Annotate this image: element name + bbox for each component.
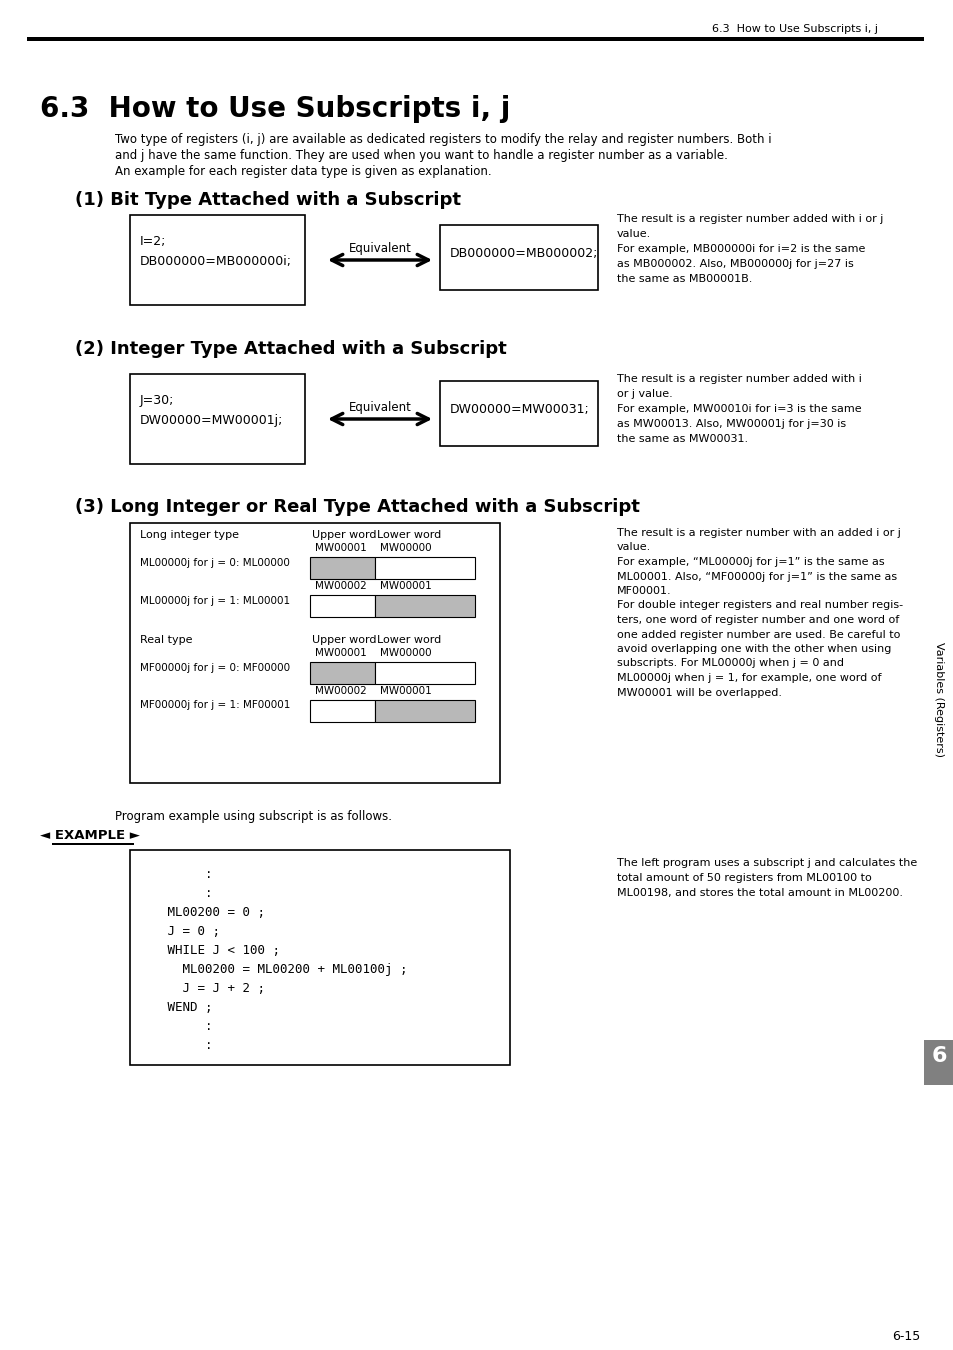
Text: Program example using subscript is as follows.: Program example using subscript is as fo… xyxy=(115,810,392,824)
Text: Two type of registers (i, j) are available as dedicated registers to modify the : Two type of registers (i, j) are availab… xyxy=(115,134,771,146)
Text: The result is a register number added with i or j: The result is a register number added wi… xyxy=(617,215,882,224)
Text: MW00001: MW00001 xyxy=(379,686,432,697)
Bar xyxy=(130,522,499,783)
Bar xyxy=(375,701,475,722)
Text: For example, MW00010i for i=3 is the same: For example, MW00010i for i=3 is the sam… xyxy=(617,404,861,414)
Text: ML00198, and stores the total amount in ML00200.: ML00198, and stores the total amount in … xyxy=(617,888,902,898)
Text: MW00001: MW00001 xyxy=(379,580,432,591)
Text: :: : xyxy=(145,887,213,900)
Text: 6-15: 6-15 xyxy=(891,1330,919,1343)
Text: Upper word: Upper word xyxy=(312,634,376,645)
Text: ◄ EXAMPLE ►: ◄ EXAMPLE ► xyxy=(40,829,140,842)
Text: Real type: Real type xyxy=(140,634,193,645)
Text: Variables (Registers): Variables (Registers) xyxy=(933,643,943,757)
Text: (3) Long Integer or Real Type Attached with a Subscript: (3) Long Integer or Real Type Attached w… xyxy=(75,498,639,516)
Text: as MW00013. Also, MW00001j for j=30 is: as MW00013. Also, MW00001j for j=30 is xyxy=(617,418,845,429)
Text: :: : xyxy=(145,1021,213,1033)
Text: MW00000: MW00000 xyxy=(379,543,431,554)
Bar xyxy=(52,842,133,845)
Text: Equivalent: Equivalent xyxy=(348,401,411,414)
Text: (1) Bit Type Attached with a Subscript: (1) Bit Type Attached with a Subscript xyxy=(75,190,460,209)
Bar xyxy=(375,558,475,579)
Text: MW00001 will be overlapped.: MW00001 will be overlapped. xyxy=(617,687,781,698)
Text: For double integer registers and real number regis-: For double integer registers and real nu… xyxy=(617,601,902,610)
Bar xyxy=(130,374,305,464)
Text: The result is a register number with an added i or j: The result is a register number with an … xyxy=(617,528,900,539)
Text: MW00001: MW00001 xyxy=(314,543,366,554)
Text: ML00000j when j = 1, for example, one word of: ML00000j when j = 1, for example, one wo… xyxy=(617,674,881,683)
Bar xyxy=(310,662,375,684)
Text: The result is a register number added with i: The result is a register number added wi… xyxy=(617,374,861,383)
Text: the same as MB00001B.: the same as MB00001B. xyxy=(617,274,752,284)
Text: one added register number are used. Be careful to: one added register number are used. Be c… xyxy=(617,629,900,640)
Bar xyxy=(310,701,375,722)
Text: I=2;: I=2; xyxy=(140,235,166,248)
Text: For example, “ML00000j for j=1” is the same as: For example, “ML00000j for j=1” is the s… xyxy=(617,558,883,567)
Text: avoid overlapping one with the other when using: avoid overlapping one with the other whe… xyxy=(617,644,890,653)
Text: 6: 6 xyxy=(930,1046,945,1066)
Text: or j value.: or j value. xyxy=(617,389,672,400)
Text: J = J + 2 ;: J = J + 2 ; xyxy=(145,981,265,995)
Text: value.: value. xyxy=(617,230,651,239)
Bar xyxy=(130,215,305,305)
Bar xyxy=(310,595,375,617)
Text: Lower word: Lower word xyxy=(376,634,441,645)
Text: For example, MB000000i for i=2 is the same: For example, MB000000i for i=2 is the sa… xyxy=(617,244,864,254)
Text: MW00002: MW00002 xyxy=(314,686,366,697)
Text: and j have the same function. They are used when you want to handle a register n: and j have the same function. They are u… xyxy=(115,148,727,162)
Bar xyxy=(923,1040,953,1085)
Text: WEND ;: WEND ; xyxy=(145,1000,213,1014)
Bar xyxy=(375,595,475,617)
Text: J = 0 ;: J = 0 ; xyxy=(145,925,220,938)
Text: Upper word: Upper word xyxy=(312,531,376,540)
Text: WHILE J < 100 ;: WHILE J < 100 ; xyxy=(145,944,280,957)
Text: 6.3  How to Use Subscripts i, j: 6.3 How to Use Subscripts i, j xyxy=(40,95,510,123)
Text: ML00200 = ML00200 + ML00100j ;: ML00200 = ML00200 + ML00100j ; xyxy=(145,963,407,976)
Bar xyxy=(923,36,953,1350)
Text: the same as MW00031.: the same as MW00031. xyxy=(617,433,747,444)
Text: subscripts. For ML00000j when j = 0 and: subscripts. For ML00000j when j = 0 and xyxy=(617,659,843,668)
Text: MF00000j for j = 1: MF00001: MF00000j for j = 1: MF00001 xyxy=(140,701,290,710)
Text: Lower word: Lower word xyxy=(376,531,441,540)
Text: value.: value. xyxy=(617,543,651,552)
Text: total amount of 50 registers from ML00100 to: total amount of 50 registers from ML0010… xyxy=(617,873,871,883)
Text: An example for each register data type is given as explanation.: An example for each register data type i… xyxy=(115,165,491,178)
Bar xyxy=(439,225,598,290)
Text: Long integer type: Long integer type xyxy=(140,531,239,540)
Text: :: : xyxy=(145,1040,213,1052)
Text: DW00000=MW00001j;: DW00000=MW00001j; xyxy=(140,414,283,427)
Text: MF00001.: MF00001. xyxy=(617,586,671,595)
Text: MW00001: MW00001 xyxy=(314,648,366,657)
Bar xyxy=(439,381,598,446)
Bar xyxy=(27,36,926,40)
Bar xyxy=(375,662,475,684)
Text: ML00001. Also, “MF00000j for j=1” is the same as: ML00001. Also, “MF00000j for j=1” is the… xyxy=(617,571,896,582)
Text: DW00000=MW00031;: DW00000=MW00031; xyxy=(450,404,589,416)
Bar xyxy=(310,558,375,579)
Text: ML00000j for j = 0: ML00000: ML00000j for j = 0: ML00000 xyxy=(140,558,290,568)
Text: The left program uses a subscript j and calculates the: The left program uses a subscript j and … xyxy=(617,859,916,868)
Text: ML00200 = 0 ;: ML00200 = 0 ; xyxy=(145,906,265,919)
Text: ters, one word of register number and one word of: ters, one word of register number and on… xyxy=(617,616,899,625)
Text: (2) Integer Type Attached with a Subscript: (2) Integer Type Attached with a Subscri… xyxy=(75,340,506,358)
Text: MW00000: MW00000 xyxy=(379,648,431,657)
Text: DB000000=MB000002;: DB000000=MB000002; xyxy=(450,247,598,261)
Text: :: : xyxy=(145,868,213,882)
Text: MW00002: MW00002 xyxy=(314,580,366,591)
Text: as MB000002. Also, MB000000j for j=27 is: as MB000002. Also, MB000000j for j=27 is xyxy=(617,259,853,269)
Bar xyxy=(130,850,510,1065)
Text: 6.3  How to Use Subscripts i, j: 6.3 How to Use Subscripts i, j xyxy=(711,24,877,34)
Text: J=30;: J=30; xyxy=(140,394,174,406)
Text: DB000000=MB000000i;: DB000000=MB000000i; xyxy=(140,255,292,269)
Text: MF00000j for j = 0: MF00000: MF00000j for j = 0: MF00000 xyxy=(140,663,290,674)
Text: Equivalent: Equivalent xyxy=(348,242,411,255)
Text: ML00000j for j = 1: ML00001: ML00000j for j = 1: ML00001 xyxy=(140,595,290,606)
